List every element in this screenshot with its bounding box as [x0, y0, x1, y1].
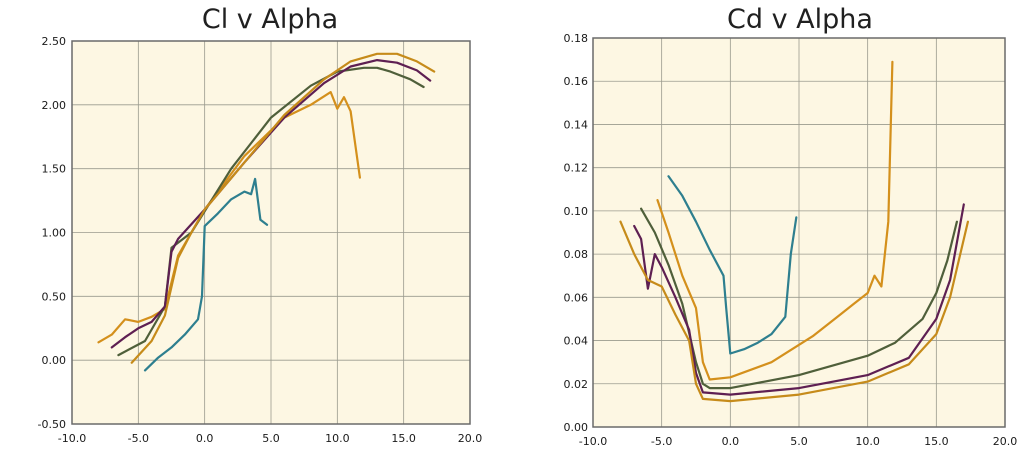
cd-y-tick-label: 0.08 [564, 248, 589, 261]
cl-y-tick-label: 0.50 [42, 290, 67, 303]
cd-plot-border [592, 37, 1006, 428]
cl-y-tick-label: 1.00 [42, 227, 67, 240]
cl-x-tick-label: 5.0 [262, 432, 280, 445]
cd-y-tick-label: 0.00 [564, 421, 589, 434]
cl-plot-border [71, 40, 471, 425]
cd-x-tick-label: 0.0 [722, 435, 740, 448]
cl-series-line-1 [143, 177, 269, 372]
cl-x-tick-label: -10.0 [58, 432, 86, 445]
cl-y-tick-label: 2.50 [42, 35, 67, 48]
cl-y-tick-label: -0.50 [38, 418, 66, 431]
cd-chart: -10.0 -5.0 0.0 5.0 10.0 15.0 20.0 0.00 0.02 0.04 0… [562, 31, 1018, 450]
cd-x-tick-label: 10.0 [855, 435, 880, 448]
cd-y-tick-label: 0.16 [564, 75, 589, 88]
cd-x-tick-label: -5.0 [651, 435, 672, 448]
cl-y-tick-label: 1.50 [42, 163, 67, 176]
cd-series-line-4 [633, 203, 965, 396]
cl-x-tick-label: 15.0 [391, 432, 416, 445]
cd-y-tick-label: 0.12 [564, 162, 589, 175]
cl-chart-title: Cl v Alpha [201, 4, 339, 35]
cd-y-tick-label: 0.02 [564, 378, 589, 391]
cd-y-tick-label: 0.14 [564, 118, 589, 131]
cd-x-tick-label: -10.0 [579, 435, 607, 448]
cd-y-tick-label: 0.06 [564, 291, 589, 304]
cd-series-line-3 [639, 207, 959, 390]
cl-series-line-2 [97, 90, 361, 344]
cl-y-tick-label: 0.00 [42, 354, 67, 367]
cl-x-tick-label: 20.0 [458, 432, 483, 445]
cl-series-line-5 [130, 52, 436, 364]
cd-x-tick-label: 20.0 [993, 435, 1018, 448]
cd-chart-title: Cd v Alpha [727, 4, 873, 35]
cl-x-tick-label: -5.0 [128, 432, 149, 445]
cl-y-tick-label: 2.00 [42, 99, 67, 112]
cd-y-tick-label: 0.04 [564, 335, 589, 348]
cd-y-tick-label: 0.18 [564, 32, 589, 45]
cd-series-line-1 [667, 175, 798, 355]
cd-y-tick-label: 0.10 [564, 205, 589, 218]
cd-series-line-5 [619, 220, 970, 403]
cl-x-tick-label: 0.0 [196, 432, 214, 445]
cd-x-tick-label: 5.0 [790, 435, 808, 448]
cd-x-tick-label: 15.0 [924, 435, 949, 448]
cl-x-tick-label: 10.0 [325, 432, 350, 445]
cl-chart: -10.0 -5.0 0.0 5.0 10.0 15.0 20.0 -0.50 0.00 0.50… [36, 34, 483, 447]
cd-series-line-2 [656, 60, 894, 381]
